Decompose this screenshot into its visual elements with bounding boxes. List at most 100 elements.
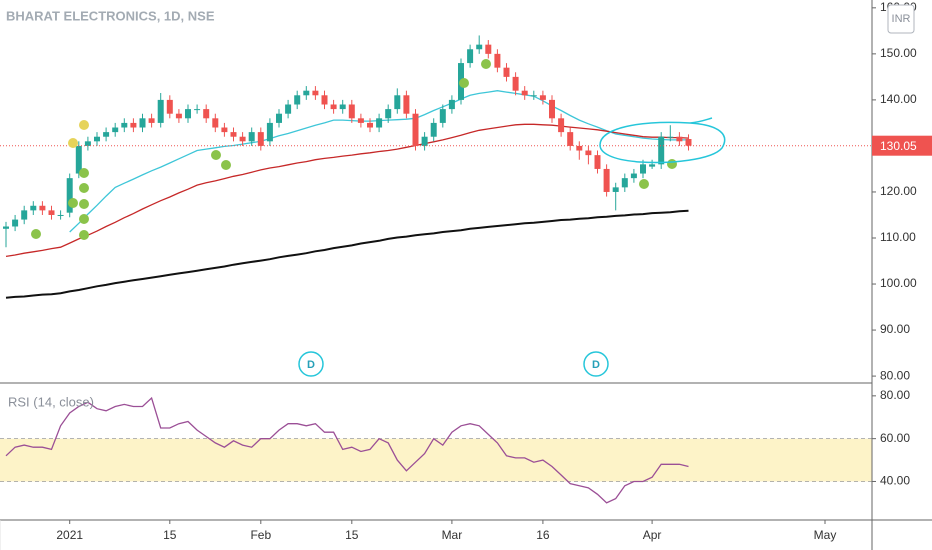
- candle-body: [48, 210, 55, 215]
- signal-dot: [79, 214, 89, 224]
- annotation-ellipse: [599, 117, 726, 164]
- candle-body: [230, 132, 237, 137]
- candle-body: [276, 113, 282, 123]
- y-tick-label: 110.00: [880, 230, 916, 244]
- signal-dots: [31, 59, 677, 240]
- y-tick-label: 120.00: [880, 184, 917, 198]
- candle-body: [494, 53, 501, 68]
- last-price-box: [872, 135, 932, 156]
- y-tick-label: 90.00: [880, 322, 910, 336]
- candle-body: [558, 118, 565, 133]
- candle-body: [12, 219, 19, 227]
- signal-dot: [481, 59, 491, 69]
- rsi-band: [0, 438, 872, 482]
- signal-dot: [211, 150, 221, 160]
- candle-body: [485, 44, 492, 54]
- x-tick-label: May: [814, 528, 837, 542]
- moving-average: [5, 209, 689, 299]
- candle-body: [66, 178, 73, 213]
- candle-body: [339, 104, 346, 110]
- y-tick-label: 150.00: [880, 46, 917, 60]
- rsi-title: RSI (14, close): [8, 394, 94, 409]
- candle-body: [612, 187, 619, 192]
- candle-body: [57, 214, 64, 216]
- candle-body: [585, 150, 592, 156]
- candle-body: [257, 132, 264, 146]
- candle-body: [3, 226, 9, 229]
- candle-body: [157, 99, 164, 123]
- candle-body: [239, 136, 246, 142]
- candle-body: [567, 132, 574, 146]
- rsi-y-tick-label: 80.00: [880, 388, 910, 402]
- candle-body: [649, 164, 656, 167]
- signal-dot: [79, 199, 89, 209]
- candle-body: [321, 95, 328, 105]
- candle-body: [621, 178, 628, 188]
- candle-body: [221, 127, 228, 133]
- signal-dot: [68, 138, 78, 148]
- candle-body: [439, 109, 446, 123]
- dividend-label: D: [307, 359, 315, 371]
- dividend-marker[interactable]: [298, 351, 324, 377]
- candle-body: [185, 109, 191, 119]
- candle-body: [285, 104, 292, 114]
- signal-dot: [79, 183, 89, 193]
- candle-body: [539, 95, 546, 100]
- candle-body: [430, 122, 437, 137]
- rsi-y-tick-label: 40.00: [880, 474, 910, 488]
- rsi-line: [5, 396, 689, 504]
- candle-body: [630, 173, 637, 179]
- dividend-markers: D D: [298, 351, 609, 377]
- rsi-band-layer: [0, 438, 872, 482]
- signal-dot: [79, 168, 89, 178]
- candle-body: [421, 136, 428, 146]
- candle-body: [667, 136, 674, 138]
- candle-body: [512, 76, 519, 91]
- candle-body: [248, 132, 255, 142]
- moving-average: [5, 123, 689, 258]
- candle-body: [640, 164, 646, 174]
- candle-body: [75, 145, 82, 174]
- candle-body: [330, 104, 337, 110]
- candle-body: [194, 109, 201, 111]
- candle-body: [203, 109, 210, 119]
- signal-dot: [459, 78, 469, 88]
- candle-body: [121, 122, 128, 128]
- candle-body: [103, 132, 110, 137]
- candle-body: [21, 210, 28, 220]
- label-layer: 80.0090.00100.00110.00120.00130.00140.00…: [56, 0, 932, 542]
- x-tick-label: 15: [345, 528, 359, 542]
- candle-body: [303, 90, 310, 96]
- candle-body: [676, 136, 683, 142]
- candle-body: [367, 122, 373, 128]
- candle-body: [166, 99, 173, 114]
- x-tick-label: 15: [163, 528, 177, 542]
- candle-body: [594, 155, 601, 169]
- candle-body: [357, 118, 364, 123]
- signal-dot: [68, 198, 78, 208]
- x-tick-label: 16: [536, 528, 550, 542]
- candle-body: [39, 205, 46, 211]
- x-tick-label: Apr: [643, 528, 662, 542]
- chart-title: BHARAT ELECTRONICS, 1D, NSE: [6, 8, 215, 23]
- dividend-label: D: [592, 359, 600, 371]
- candle-body: [84, 141, 91, 146]
- currency-label: INR: [892, 13, 911, 25]
- candle-body: [394, 95, 401, 110]
- dividend-marker[interactable]: [583, 351, 609, 377]
- candle-body: [348, 104, 355, 119]
- candle-body: [521, 90, 528, 96]
- candle-body: [476, 44, 483, 50]
- candle-body: [312, 90, 319, 96]
- signal-dot: [639, 179, 649, 189]
- candle-body: [685, 139, 692, 146]
- currency-box[interactable]: [887, 4, 915, 34]
- candle-body: [549, 99, 555, 119]
- candle-body: [94, 136, 100, 142]
- candle-body: [403, 95, 410, 114]
- candle-body: [385, 109, 392, 119]
- candle-body: [530, 95, 537, 97]
- candle-body: [212, 118, 219, 128]
